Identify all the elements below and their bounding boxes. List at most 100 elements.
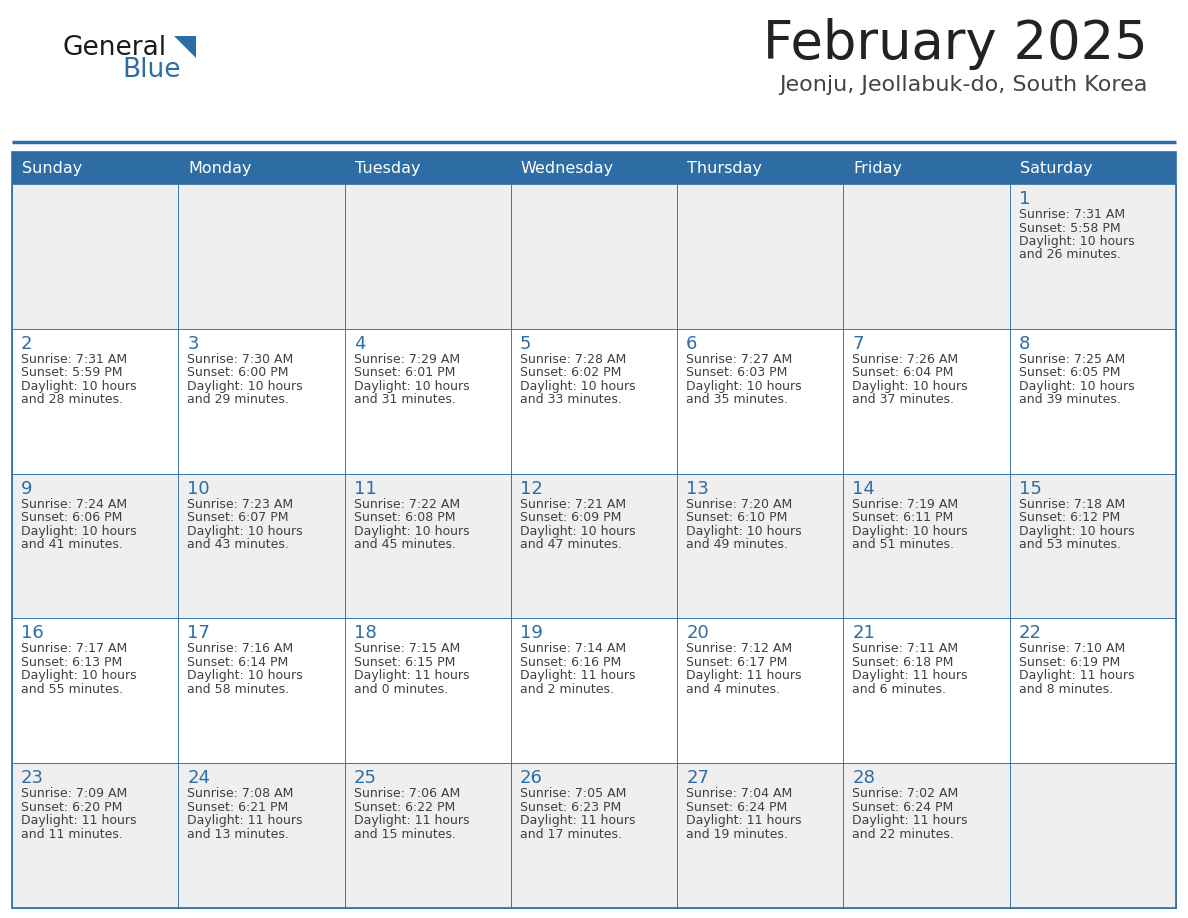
Bar xyxy=(1010,329,1176,474)
Text: Daylight: 10 hours: Daylight: 10 hours xyxy=(853,524,968,538)
Text: Sunrise: 7:27 AM: Sunrise: 7:27 AM xyxy=(687,353,792,365)
Text: 17: 17 xyxy=(188,624,210,643)
Text: 11: 11 xyxy=(354,479,377,498)
Text: Daylight: 10 hours: Daylight: 10 hours xyxy=(520,380,636,393)
Text: Sunrise: 7:05 AM: Sunrise: 7:05 AM xyxy=(520,788,626,800)
Text: Sunset: 6:00 PM: Sunset: 6:00 PM xyxy=(188,366,289,379)
Text: Sunrise: 7:08 AM: Sunrise: 7:08 AM xyxy=(188,788,293,800)
Text: Sunrise: 7:29 AM: Sunrise: 7:29 AM xyxy=(354,353,460,365)
Bar xyxy=(511,619,677,763)
Text: Daylight: 11 hours: Daylight: 11 hours xyxy=(853,814,968,827)
Text: Sunset: 6:05 PM: Sunset: 6:05 PM xyxy=(1019,366,1120,379)
Bar xyxy=(345,329,511,474)
Text: Daylight: 10 hours: Daylight: 10 hours xyxy=(687,380,802,393)
Text: 28: 28 xyxy=(853,769,876,788)
Text: Daylight: 11 hours: Daylight: 11 hours xyxy=(354,814,469,827)
Text: 25: 25 xyxy=(354,769,377,788)
Text: Sunset: 6:17 PM: Sunset: 6:17 PM xyxy=(687,655,788,669)
Bar xyxy=(1010,619,1176,763)
Text: Daylight: 10 hours: Daylight: 10 hours xyxy=(354,524,469,538)
Text: Sunrise: 7:20 AM: Sunrise: 7:20 AM xyxy=(687,498,792,510)
Text: and 31 minutes.: and 31 minutes. xyxy=(354,393,455,407)
Text: Daylight: 11 hours: Daylight: 11 hours xyxy=(354,669,469,682)
Text: Daylight: 10 hours: Daylight: 10 hours xyxy=(687,524,802,538)
Text: Sunrise: 7:26 AM: Sunrise: 7:26 AM xyxy=(853,353,959,365)
Text: 5: 5 xyxy=(520,335,531,353)
Bar xyxy=(345,474,511,619)
Bar xyxy=(178,619,345,763)
Text: Daylight: 10 hours: Daylight: 10 hours xyxy=(188,669,303,682)
Text: and 8 minutes.: and 8 minutes. xyxy=(1019,683,1113,696)
Text: Daylight: 10 hours: Daylight: 10 hours xyxy=(853,380,968,393)
Text: Sunrise: 7:09 AM: Sunrise: 7:09 AM xyxy=(21,788,127,800)
Text: 20: 20 xyxy=(687,624,709,643)
Text: and 26 minutes.: and 26 minutes. xyxy=(1019,249,1120,262)
Text: Blue: Blue xyxy=(122,57,181,83)
Text: Friday: Friday xyxy=(853,161,903,175)
Text: Sunrise: 7:25 AM: Sunrise: 7:25 AM xyxy=(1019,353,1125,365)
Text: Sunrise: 7:24 AM: Sunrise: 7:24 AM xyxy=(21,498,127,510)
Text: Sunrise: 7:14 AM: Sunrise: 7:14 AM xyxy=(520,643,626,655)
Text: 24: 24 xyxy=(188,769,210,788)
Text: Sunrise: 7:15 AM: Sunrise: 7:15 AM xyxy=(354,643,460,655)
Text: Sunrise: 7:22 AM: Sunrise: 7:22 AM xyxy=(354,498,460,510)
Bar xyxy=(178,763,345,908)
Bar xyxy=(1010,763,1176,908)
Text: Sunset: 6:24 PM: Sunset: 6:24 PM xyxy=(687,800,788,813)
Text: and 37 minutes.: and 37 minutes. xyxy=(853,393,954,407)
Text: Sunset: 6:09 PM: Sunset: 6:09 PM xyxy=(520,511,621,524)
Text: 6: 6 xyxy=(687,335,697,353)
Text: and 28 minutes.: and 28 minutes. xyxy=(21,393,124,407)
Text: Daylight: 10 hours: Daylight: 10 hours xyxy=(21,380,137,393)
Text: Daylight: 10 hours: Daylight: 10 hours xyxy=(188,524,303,538)
Text: and 0 minutes.: and 0 minutes. xyxy=(354,683,448,696)
Text: Sunrise: 7:02 AM: Sunrise: 7:02 AM xyxy=(853,788,959,800)
Text: Sunrise: 7:21 AM: Sunrise: 7:21 AM xyxy=(520,498,626,510)
Bar xyxy=(12,152,1176,908)
Text: Daylight: 11 hours: Daylight: 11 hours xyxy=(853,669,968,682)
Text: and 11 minutes.: and 11 minutes. xyxy=(21,828,122,841)
Text: Sunset: 6:07 PM: Sunset: 6:07 PM xyxy=(188,511,289,524)
Text: Sunset: 6:24 PM: Sunset: 6:24 PM xyxy=(853,800,954,813)
Text: Daylight: 10 hours: Daylight: 10 hours xyxy=(354,380,469,393)
Bar xyxy=(677,763,843,908)
Bar xyxy=(677,329,843,474)
Text: and 49 minutes.: and 49 minutes. xyxy=(687,538,788,551)
Text: Saturday: Saturday xyxy=(1019,161,1092,175)
Bar xyxy=(511,763,677,908)
Text: 23: 23 xyxy=(21,769,44,788)
Bar xyxy=(511,329,677,474)
Text: and 41 minutes.: and 41 minutes. xyxy=(21,538,122,551)
Text: and 2 minutes.: and 2 minutes. xyxy=(520,683,614,696)
Text: Sunset: 6:23 PM: Sunset: 6:23 PM xyxy=(520,800,621,813)
Bar xyxy=(843,329,1010,474)
Text: 3: 3 xyxy=(188,335,198,353)
Polygon shape xyxy=(173,36,196,58)
Text: Sunset: 6:16 PM: Sunset: 6:16 PM xyxy=(520,655,621,669)
Text: Daylight: 10 hours: Daylight: 10 hours xyxy=(21,524,137,538)
Text: 7: 7 xyxy=(853,335,864,353)
Text: Sunset: 6:04 PM: Sunset: 6:04 PM xyxy=(853,366,954,379)
Text: and 35 minutes.: and 35 minutes. xyxy=(687,393,788,407)
Text: Daylight: 10 hours: Daylight: 10 hours xyxy=(520,524,636,538)
Text: Sunrise: 7:12 AM: Sunrise: 7:12 AM xyxy=(687,643,792,655)
Text: Sunset: 6:13 PM: Sunset: 6:13 PM xyxy=(21,655,122,669)
Text: Daylight: 11 hours: Daylight: 11 hours xyxy=(520,669,636,682)
Text: Thursday: Thursday xyxy=(687,161,763,175)
Text: and 47 minutes.: and 47 minutes. xyxy=(520,538,621,551)
Bar xyxy=(1010,474,1176,619)
Text: Tuesday: Tuesday xyxy=(354,161,421,175)
Text: General: General xyxy=(62,35,166,61)
Text: Wednesday: Wednesday xyxy=(520,161,614,175)
Bar xyxy=(677,184,843,329)
Text: and 6 minutes.: and 6 minutes. xyxy=(853,683,947,696)
Text: and 17 minutes.: and 17 minutes. xyxy=(520,828,621,841)
Text: Daylight: 11 hours: Daylight: 11 hours xyxy=(687,814,802,827)
Text: Sunrise: 7:04 AM: Sunrise: 7:04 AM xyxy=(687,788,792,800)
Text: Sunrise: 7:28 AM: Sunrise: 7:28 AM xyxy=(520,353,626,365)
Bar xyxy=(511,474,677,619)
Text: Sunrise: 7:19 AM: Sunrise: 7:19 AM xyxy=(853,498,959,510)
Text: Sunset: 6:22 PM: Sunset: 6:22 PM xyxy=(354,800,455,813)
Text: Sunset: 6:11 PM: Sunset: 6:11 PM xyxy=(853,511,954,524)
Text: 4: 4 xyxy=(354,335,365,353)
